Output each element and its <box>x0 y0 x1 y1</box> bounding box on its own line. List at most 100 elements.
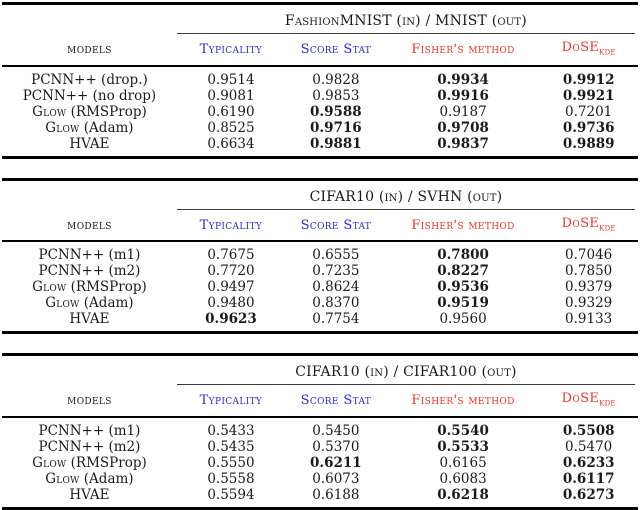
dose-label: DoSE <box>561 40 600 55</box>
fishers-method-value-cell: 0.9560 <box>439 311 487 328</box>
column-header-models: models <box>67 217 112 233</box>
column-header-score-stat: Score Stat <box>300 393 372 409</box>
table-row: Glow (RMSProp) 0.5550 0.6211 0.6165 0.62… <box>2 455 638 471</box>
score-stat-value-cell: 0.9853 <box>312 87 360 104</box>
table-row: PCNN++ (m2) 0.5435 0.5370 0.5533 0.5470 <box>2 439 638 455</box>
table-row: Glow (Adam) 0.9480 0.8370 0.9519 0.9329 <box>2 295 638 311</box>
typicality-value-cell: 0.5550 <box>207 454 255 471</box>
model-name-cell: Glow (Adam) <box>2 295 177 311</box>
dose-label: DoSE <box>561 215 600 231</box>
dose-kde-value-cell: 0.6233 <box>562 454 615 471</box>
dataset-header-row: CIFAR10 (in) / SVHN (out) <box>2 181 638 210</box>
fishers-method-value-cell: 0.9916 <box>437 87 489 104</box>
dose-kde-value-cell: 0.9889 <box>562 135 615 152</box>
fishers-method-value-cell: 0.9934 <box>437 71 489 88</box>
model-name-smallcaps: Glow <box>32 454 67 471</box>
fishers-method-value-cell: 0.9837 <box>437 135 489 152</box>
model-name-text: (Adam) <box>79 295 134 312</box>
table-row: Glow (RMSProp) 0.9497 0.8624 0.9536 0.93… <box>2 279 638 295</box>
score-stat-value-cell: 0.7235 <box>312 263 360 280</box>
table-row: Glow (RMSProp) 0.6190 0.9588 0.9187 0.72… <box>2 104 638 120</box>
column-header-fishers-method: Fisher's method <box>411 393 515 409</box>
model-name-text: (RMSProp) <box>66 279 147 296</box>
dose-kde-value-cell: 0.9379 <box>565 279 613 296</box>
column-header-typicality: Typicality <box>199 42 263 58</box>
model-name-text: HVAE <box>69 311 110 328</box>
table-row: PCNN++ (m1) 0.7675 0.6555 0.7800 0.7046 <box>2 247 638 263</box>
model-name-text: (RMSProp) <box>66 103 147 120</box>
model-name-cell: Glow (RMSProp) <box>2 455 177 471</box>
model-name-cell: PCNN++ (m1) <box>2 247 177 263</box>
score-stat-value-cell: 0.5370 <box>312 438 360 455</box>
model-name-cell: PCNN++ (m2) <box>2 263 177 279</box>
model-name-smallcaps: Glow <box>32 279 67 296</box>
model-name-text: PCNN++ (m1) <box>38 247 141 264</box>
table-row: HVAE 0.5594 0.6188 0.6218 0.6273 <box>2 487 638 503</box>
dose-kde-value-cell: 0.7850 <box>565 263 613 280</box>
fishers-method-value-cell: 0.9536 <box>437 279 489 296</box>
results-table: CIFAR10 (in) / CIFAR100 (out) models Typ… <box>2 353 638 510</box>
typicality-value-cell: 0.9514 <box>207 71 255 88</box>
column-header-typicality: Typicality <box>199 217 263 233</box>
fishers-method-value-cell: 0.6083 <box>439 470 487 487</box>
dose-kde-value-cell: 0.5508 <box>562 422 615 439</box>
fishers-method-value-cell: 0.7800 <box>437 247 489 264</box>
dose-kde-subscript: kde <box>599 46 616 58</box>
fishers-method-value-cell: 0.5540 <box>437 422 489 439</box>
fishers-method-value-cell: 0.9519 <box>437 295 489 312</box>
score-stat-value-cell: 0.6211 <box>310 454 362 471</box>
typicality-value-cell: 0.9480 <box>207 295 255 312</box>
model-name-smallcaps: Glow <box>32 103 67 120</box>
model-name-text: HVAE <box>69 135 110 152</box>
score-stat-value-cell: 0.5450 <box>312 422 360 439</box>
typicality-value-cell: 0.5558 <box>207 470 255 487</box>
model-name-cell: Glow (Adam) <box>2 471 177 487</box>
typicality-value-cell: 0.9081 <box>207 87 255 104</box>
model-name-cell: PCNN++ (m2) <box>2 439 177 455</box>
dose-label: DoSE <box>561 391 600 407</box>
dose-kde-value-cell: 0.5470 <box>565 438 613 455</box>
column-header-models: models <box>67 393 112 409</box>
model-name-text: HVAE <box>69 486 110 503</box>
score-stat-value-cell: 0.7754 <box>312 311 360 328</box>
typicality-value-cell: 0.7675 <box>207 247 255 264</box>
model-name-text: PCNN++ (drop.) <box>31 71 148 88</box>
table-body: PCNN++ (m1) 0.7675 0.6555 0.7800 0.7046 … <box>2 242 638 331</box>
typicality-value-cell: 0.6190 <box>207 103 255 120</box>
model-name-cell: Glow (Adam) <box>2 120 177 136</box>
dataset-pair-header: CIFAR10 (in) / SVHN (out) <box>176 181 635 210</box>
dose-kde-value-cell: 0.9736 <box>562 119 615 136</box>
column-header-dose-kde: DoSEkde <box>539 391 638 411</box>
column-header-typicality: Typicality <box>199 393 263 409</box>
model-name-text: (RMSProp) <box>66 454 147 471</box>
model-name-cell: PCNN++ (drop.) <box>2 72 177 88</box>
typicality-value-cell: 0.6634 <box>207 135 255 152</box>
dataset-pair-header: CIFAR10 (in) / CIFAR100 (out) <box>176 356 635 386</box>
model-name-cell: Glow (RMSProp) <box>2 279 177 295</box>
model-name-text: (Adam) <box>79 470 134 487</box>
score-stat-value-cell: 0.8624 <box>312 279 360 296</box>
table-row: HVAE 0.9623 0.7754 0.9560 0.9133 <box>2 311 638 327</box>
dose-kde-value-cell: 0.9329 <box>565 295 613 312</box>
model-name-cell: HVAE <box>2 136 177 152</box>
model-name-cell: HVAE <box>2 487 177 503</box>
score-stat-value-cell: 0.9881 <box>310 135 362 152</box>
dataset-header-row: CIFAR10 (in) / CIFAR100 (out) <box>2 356 638 386</box>
score-stat-value-cell: 0.9716 <box>310 119 362 136</box>
fishers-method-value-cell: 0.8227 <box>437 263 489 280</box>
dose-kde-subscript: kde <box>599 222 616 234</box>
score-stat-value-cell: 0.9828 <box>312 71 360 88</box>
dose-kde-value-cell: 0.7046 <box>565 247 613 264</box>
dataset-pair-header: FashionMNIST (in) / MNIST (out) <box>176 5 635 34</box>
fishers-method-value-cell: 0.6165 <box>439 454 487 471</box>
dataset-pair-title: CIFAR10 (in) / CIFAR100 (out) <box>295 364 517 381</box>
column-header-fishers-method: Fisher's method <box>411 42 515 58</box>
column-header-score-stat: Score Stat <box>300 42 372 58</box>
dose-kde-value-cell: 0.6273 <box>562 486 615 503</box>
column-header-row: models Typicality Score Stat Fisher's me… <box>2 385 638 418</box>
dataset-pair-title: FashionMNIST (in) / MNIST (out) <box>284 13 527 29</box>
table-body: PCNN++ (drop.) 0.9514 0.9828 0.9934 0.99… <box>2 67 638 156</box>
score-stat-value-cell: 0.6073 <box>312 470 360 487</box>
dose-kde-value-cell: 0.6117 <box>562 470 615 487</box>
